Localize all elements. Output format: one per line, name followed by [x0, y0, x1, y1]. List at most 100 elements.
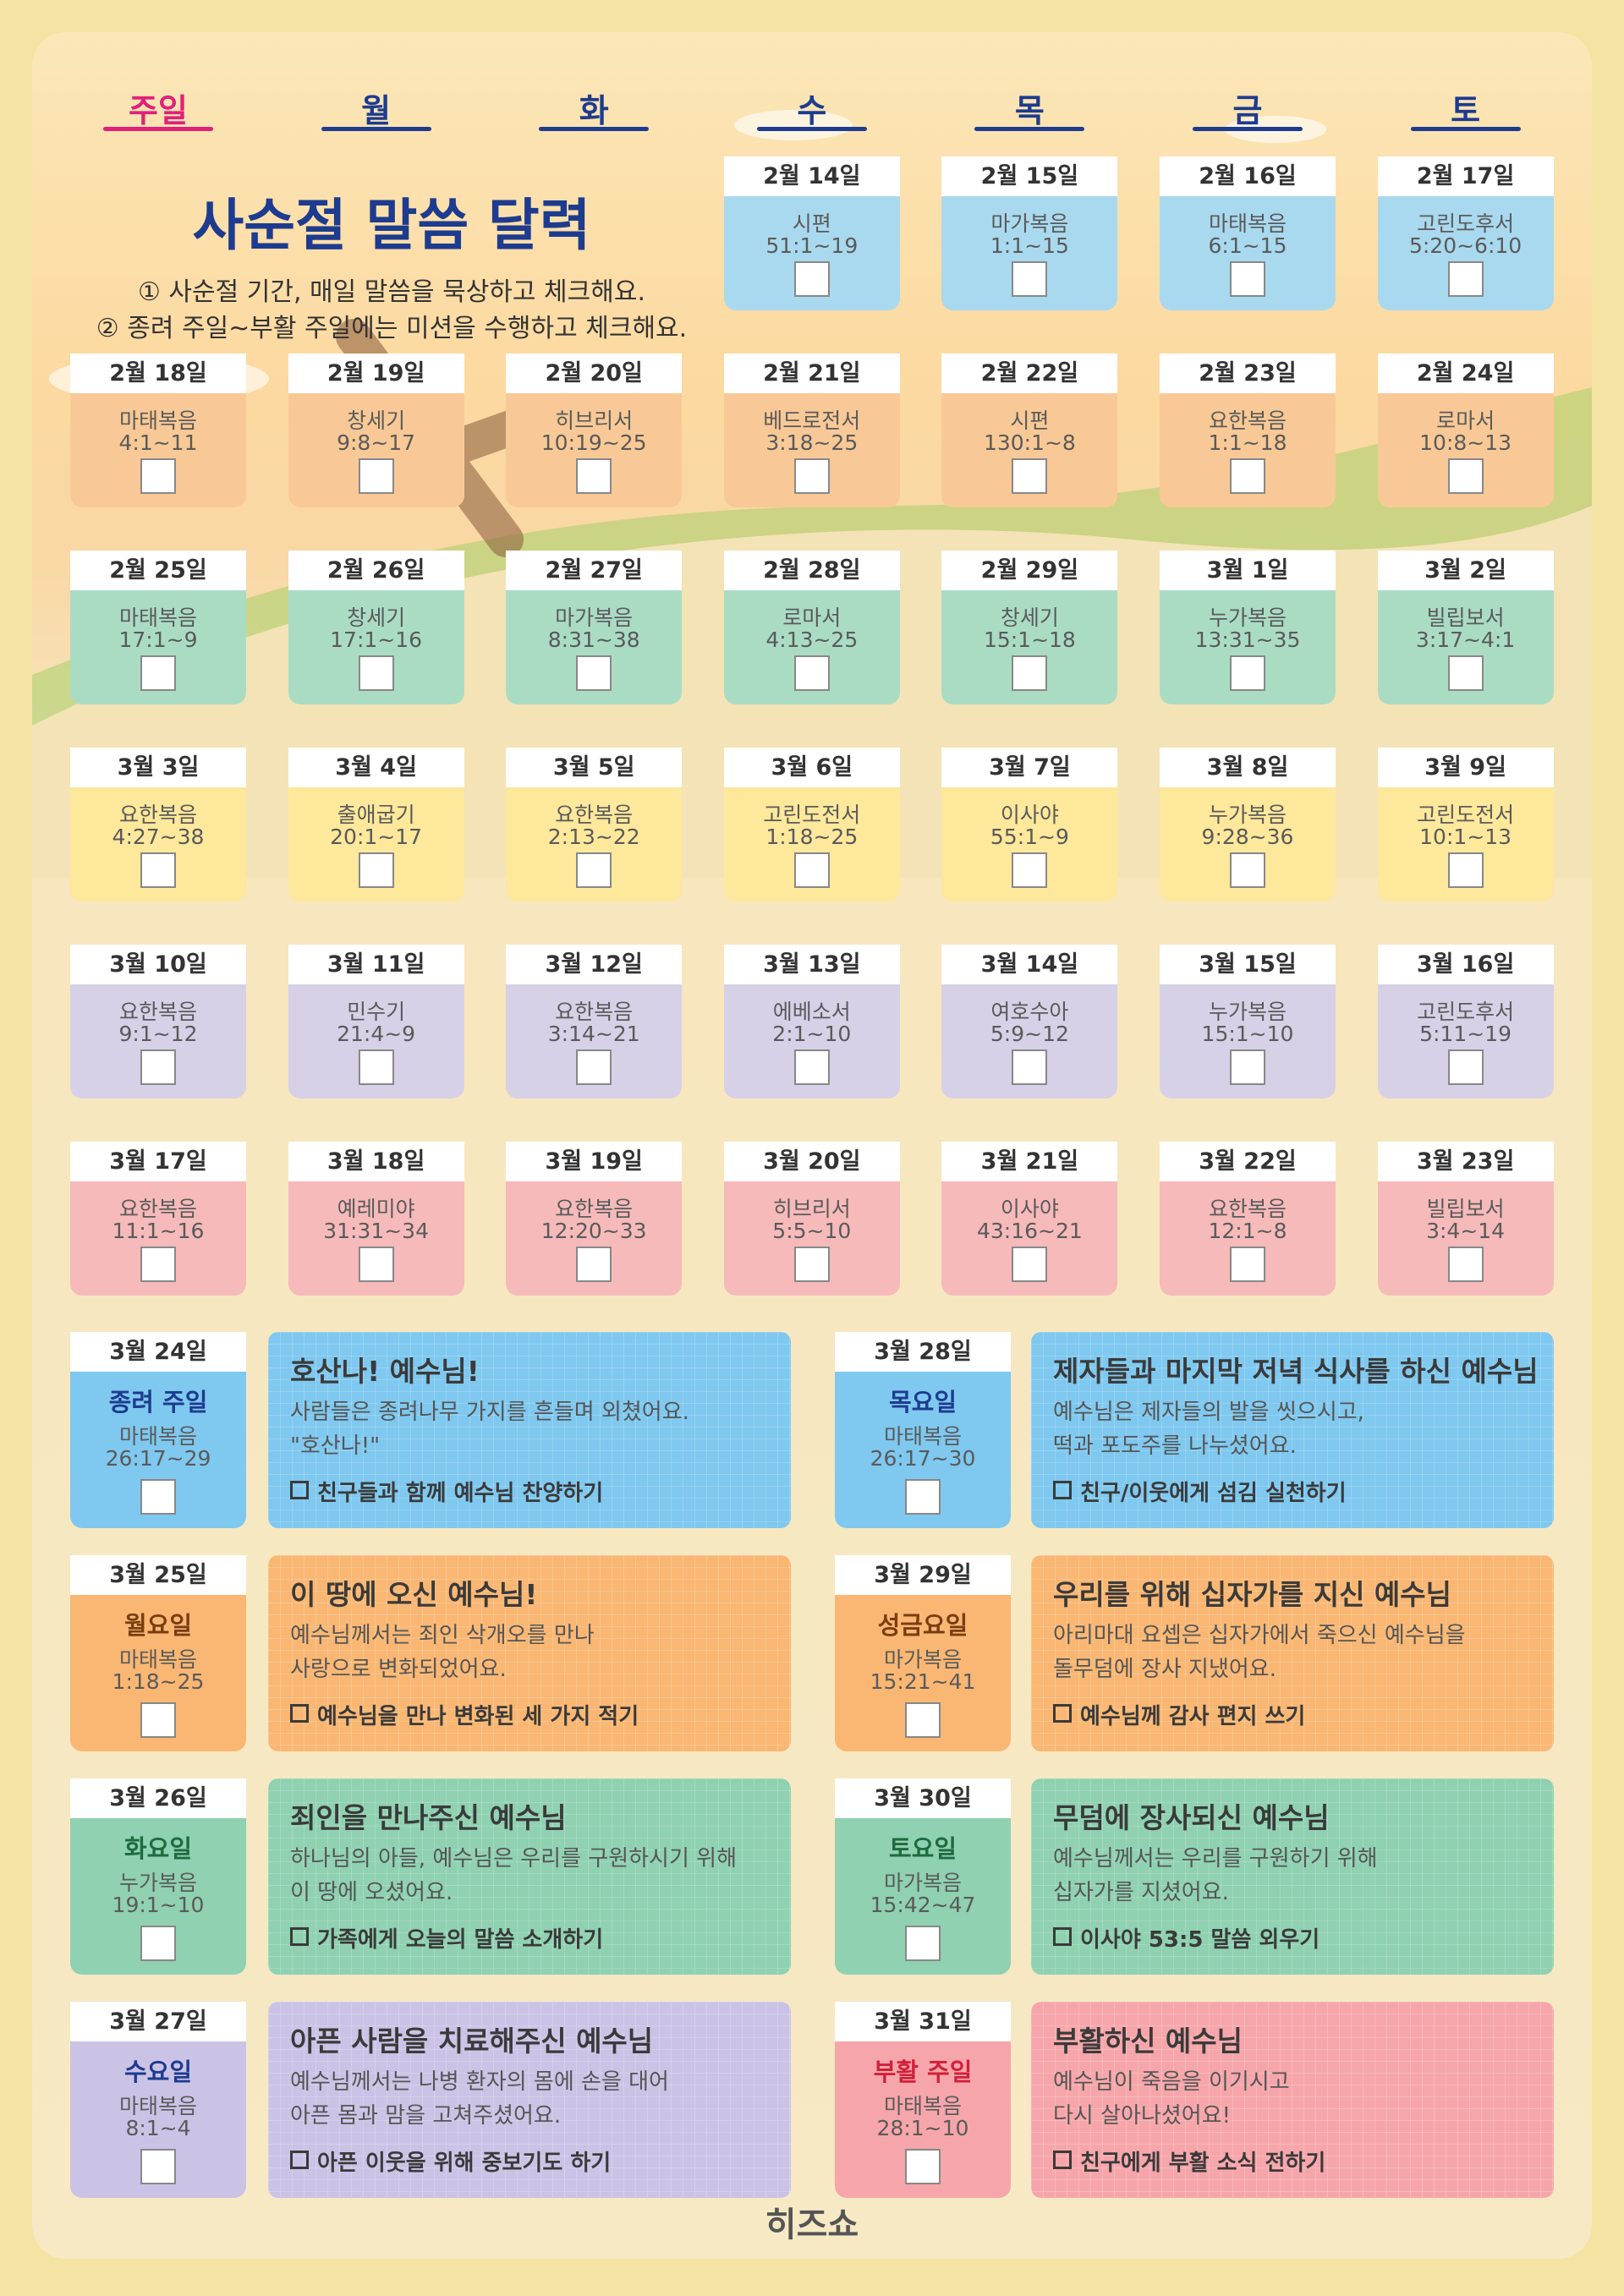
checkbox[interactable] — [793, 261, 830, 297]
mission-card: 무덤에 장사되신 예수님 예수님께서는 우리를 구원하기 위해 십자가를 지셨어요.… — [1031, 1778, 1554, 1975]
checkbox[interactable] — [1447, 1247, 1484, 1282]
verse-label: 11:1~16 — [112, 1219, 205, 1243]
checkbox[interactable] — [1012, 655, 1048, 691]
mission-description: "호산나!" — [290, 1433, 381, 1459]
book-label: 마태복음 — [118, 1647, 197, 1672]
mission-title: 호산나! 예수님! — [290, 1355, 480, 1388]
day-cell: 2월 26일 창세기 17:1~16 — [288, 551, 464, 704]
checkbox[interactable] — [1230, 852, 1265, 888]
verse-label: 1:18~25 — [112, 1669, 205, 1694]
checkbox[interactable] — [1447, 852, 1484, 888]
checkbox[interactable] — [793, 852, 830, 888]
day-cell: 3월 8일 누가복음 9:28~36 — [1160, 748, 1336, 901]
checkbox[interactable] — [1012, 1049, 1048, 1085]
book-label: 창세기 — [347, 606, 406, 630]
checkbox[interactable] — [576, 1049, 612, 1085]
date-label: 2월 24일 — [1377, 353, 1554, 393]
checkbox[interactable] — [140, 1479, 176, 1515]
checkbox[interactable] — [358, 655, 394, 691]
date-label: 3월 20일 — [723, 1142, 900, 1181]
mission-title: 아픈 사람을 치료해주신 예수님 — [290, 2025, 654, 2058]
verse-label: 19:1~10 — [112, 1893, 205, 1917]
checkbox[interactable] — [576, 458, 612, 494]
checkbox[interactable] — [793, 1049, 830, 1085]
verse-label: 43:16~21 — [976, 1219, 1083, 1243]
checkbox[interactable] — [1447, 261, 1484, 297]
checkbox[interactable] — [1012, 1247, 1048, 1282]
checkbox[interactable] — [793, 458, 830, 494]
mission-title: 부활하신 예수님 — [1053, 2025, 1243, 2058]
checkbox[interactable] — [1012, 852, 1048, 888]
verse-label: 9:28~36 — [1201, 825, 1294, 849]
checkbox[interactable] — [140, 1247, 176, 1282]
book-label: 출애굽기 — [337, 803, 415, 827]
checkbox[interactable] — [576, 1247, 612, 1282]
checkbox[interactable] — [1447, 655, 1484, 691]
verse-label: 8:31~38 — [547, 627, 640, 652]
mission-text: 예수님께 감사 편지 쓰기 — [1080, 1704, 1306, 1729]
holy-day-card: 3월 29일 성금요일 마가복음 15:21~41 — [835, 1555, 1011, 1751]
date-label: 3월 30일 — [835, 1778, 1011, 1818]
checkbox[interactable] — [1230, 655, 1265, 691]
checkbox[interactable] — [140, 1926, 176, 1961]
checkbox[interactable] — [358, 1247, 394, 1282]
date-label: 3월 14일 — [941, 945, 1118, 984]
verse-label: 5:9~12 — [990, 1022, 1069, 1046]
checkbox[interactable] — [1012, 261, 1048, 297]
checkbox[interactable] — [140, 2149, 176, 2184]
checkbox[interactable] — [576, 852, 612, 888]
weekday-underline — [974, 127, 1085, 131]
checkbox[interactable] — [1230, 261, 1265, 297]
day-cell: 2월 15일 마가복음 1:1~15 — [941, 156, 1118, 310]
checkbox[interactable] — [793, 1247, 830, 1282]
verse-label: 9:1~12 — [118, 1022, 198, 1046]
checkbox[interactable] — [793, 655, 830, 691]
mission-text: 친구/이웃에게 섬김 실천하기 — [1080, 1481, 1347, 1506]
day-cell: 3월 7일 이사야 55:1~9 — [941, 748, 1118, 901]
verse-label: 2:1~10 — [772, 1022, 852, 1046]
checkbox[interactable] — [140, 1049, 176, 1085]
weekday-label: 화 — [579, 92, 609, 129]
verse-label: 21:4~9 — [337, 1022, 416, 1046]
checkbox[interactable] — [905, 1926, 941, 1961]
mission-checkbox — [1053, 1704, 1072, 1723]
checkbox[interactable] — [358, 458, 394, 494]
checkbox[interactable] — [1012, 458, 1048, 494]
checkbox[interactable] — [140, 852, 176, 888]
checkbox[interactable] — [1447, 458, 1484, 494]
book-label: 마태복음 — [118, 2094, 197, 2118]
checkbox[interactable] — [140, 1702, 176, 1738]
checkbox[interactable] — [140, 655, 176, 691]
checkbox[interactable] — [905, 2149, 941, 2184]
checkbox[interactable] — [576, 655, 612, 691]
verse-label: 13:31~35 — [1194, 627, 1301, 652]
checkbox[interactable] — [1230, 458, 1265, 494]
date-label: 2월 22일 — [941, 353, 1118, 393]
checkbox[interactable] — [905, 1479, 941, 1515]
day-cell: 3월 14일 여호수아 5:9~12 — [941, 945, 1118, 1099]
checkbox[interactable] — [1447, 1049, 1484, 1085]
mission-description: 다시 살아나셨어요! — [1053, 2103, 1232, 2129]
book-label: 에베소서 — [772, 1000, 851, 1024]
checkbox[interactable] — [905, 1702, 941, 1738]
mission-card: 호산나! 예수님! 사람들은 종려나무 가지를 흔들며 외쳤어요. "호산나!" 친구… — [268, 1332, 791, 1528]
book-label: 고린도전서 — [1417, 803, 1515, 827]
checkbox[interactable] — [358, 1049, 394, 1085]
date-label: 3월 13일 — [723, 945, 900, 984]
book-label: 마태복음 — [118, 606, 197, 630]
checkbox[interactable] — [140, 458, 176, 494]
day-cell: 2월 17일 고린도후서 5:20~6:10 — [1377, 156, 1554, 310]
day-label: 수요일 — [123, 2058, 193, 2086]
date-label: 2월 28일 — [723, 551, 900, 590]
checkbox[interactable] — [358, 852, 394, 888]
checkbox[interactable] — [1230, 1247, 1265, 1282]
day-cell: 2월 16일 마태복음 6:1~15 — [1160, 156, 1336, 310]
date-label: 3월 10일 — [70, 945, 246, 984]
mission-title: 제자들과 마지막 저녁 식사를 하신 예수님 — [1053, 1355, 1539, 1388]
book-label: 마가복음 — [555, 606, 634, 630]
verse-label: 17:1~16 — [330, 627, 423, 652]
holy-day-card: 3월 26일 화요일 누가복음 19:1~10 — [70, 1778, 246, 1975]
checkbox[interactable] — [1230, 1049, 1265, 1085]
date-label: 2월 29일 — [941, 551, 1118, 590]
